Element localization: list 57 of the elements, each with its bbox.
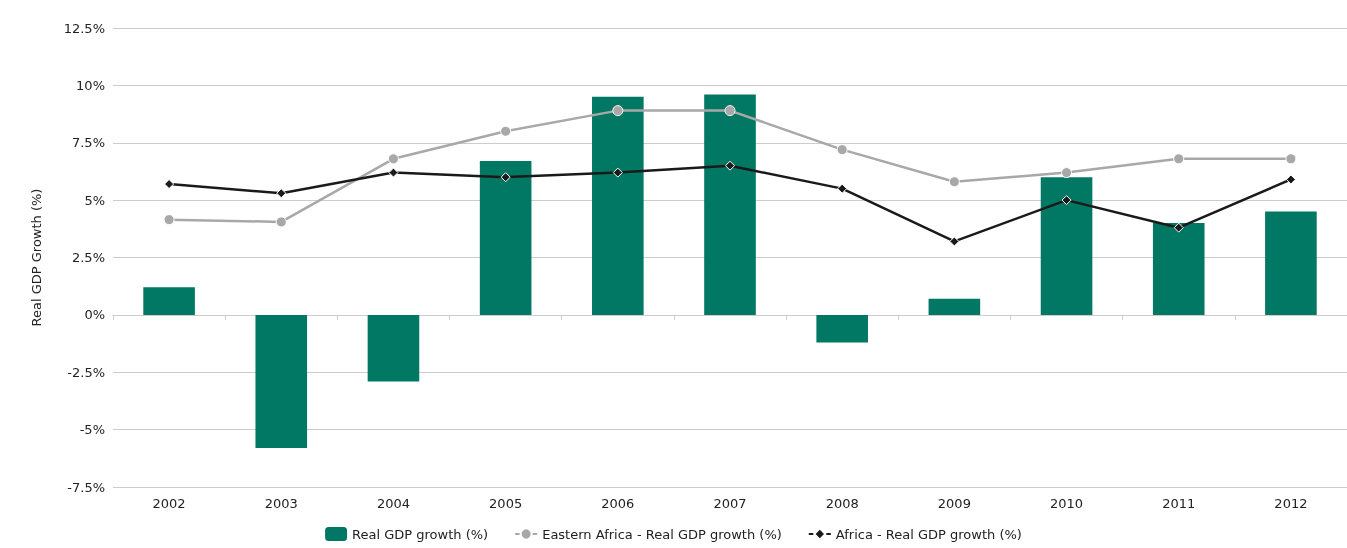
point <box>500 172 511 183</box>
point <box>275 216 287 228</box>
point <box>725 160 735 171</box>
point <box>1285 174 1296 185</box>
x-tick-label: 2009 <box>937 496 971 511</box>
bar <box>479 161 532 315</box>
x-tick-label: 2004 <box>376 496 410 511</box>
legend-label: Real GDP growth (%) <box>352 526 489 542</box>
y-tick-label: 2.5% <box>71 250 105 265</box>
point <box>163 214 175 226</box>
point <box>1061 167 1073 179</box>
point <box>388 167 399 178</box>
bar <box>704 94 756 315</box>
x-tick-label: 2002 <box>152 496 186 511</box>
point <box>1061 195 1072 206</box>
bar <box>816 314 868 343</box>
point <box>500 125 512 137</box>
point <box>724 105 736 117</box>
point <box>612 105 624 117</box>
bar <box>255 314 308 448</box>
point <box>836 144 848 156</box>
y-tick-label: 12.5% <box>63 20 105 36</box>
y-tick-label: -2.5% <box>67 364 105 380</box>
point <box>1285 153 1297 165</box>
x-tick-label: 2011 <box>1162 496 1196 511</box>
x-tick-label: 2012 <box>1274 496 1308 511</box>
point <box>387 153 399 165</box>
point <box>276 188 287 199</box>
bar <box>1040 177 1093 315</box>
x-tick-label: 2007 <box>713 496 747 511</box>
point <box>1173 222 1184 233</box>
y-tick-label: -5% <box>79 422 105 438</box>
bar <box>143 287 195 315</box>
y-tick-label: 5% <box>84 192 105 208</box>
bar <box>1152 223 1205 315</box>
point <box>1173 153 1185 165</box>
y-tick-label: 0% <box>84 307 105 323</box>
point <box>948 176 960 188</box>
x-tick-label: 2005 <box>489 496 523 511</box>
bar <box>367 314 420 382</box>
x-tick-label: 2008 <box>825 496 859 511</box>
x-tick-label: 2003 <box>264 496 298 511</box>
x-tick-label: 2010 <box>1050 496 1084 511</box>
bar <box>1265 211 1317 315</box>
y-tick-label: 10% <box>76 77 105 93</box>
point <box>612 167 623 178</box>
bar <box>592 96 644 315</box>
y-tick-label: 7.5% <box>71 135 105 151</box>
x-tick-label: 2006 <box>601 496 635 511</box>
point <box>164 179 175 190</box>
legend-label: Eastern Africa - Real GDP growth (%) <box>542 526 782 542</box>
y-tick-label: -7.5% <box>67 479 105 495</box>
point <box>837 183 848 194</box>
legend-label: Africa - Real GDP growth (%) <box>835 526 1022 542</box>
bar <box>928 298 981 315</box>
y-axis-title: Real GDP Growth (%) <box>29 188 44 327</box>
point <box>949 236 960 247</box>
